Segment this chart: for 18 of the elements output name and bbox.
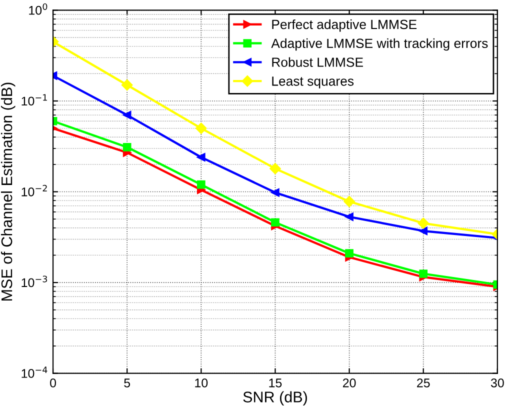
x-tick-label: 15 [269,378,282,388]
y-tick-label: 10$^{−2}$ [22,184,47,196]
x-tick-label: 25 [417,378,430,388]
y-tick-label: 10$^{−4}$ [22,366,48,378]
x-tick-label: 0 [50,378,56,388]
y-tick-label: 10$^{0}$ [29,3,48,15]
x-tick-label: 10 [195,378,208,388]
x-tick-label: 30 [490,378,504,388]
x-axis-title: SNR (dB) [243,391,307,406]
legend-label: Perfect adaptive LMMSE [272,19,417,32]
x-tick-label: 20 [342,378,356,388]
legend-label: Robust LMMSE [272,57,363,67]
y-axis-title: MSE of Channel Estimation (dB) [0,82,16,300]
legend-label: Least squares [272,76,354,88]
y-tick-label: 10$^{−1}$ [22,94,47,106]
legend-label: Adaptive LMMSE with tracking errors [271,38,488,51]
x-tick-label: 5 [124,378,130,388]
y-tick-label: 10$^{−3}$ [22,276,48,288]
